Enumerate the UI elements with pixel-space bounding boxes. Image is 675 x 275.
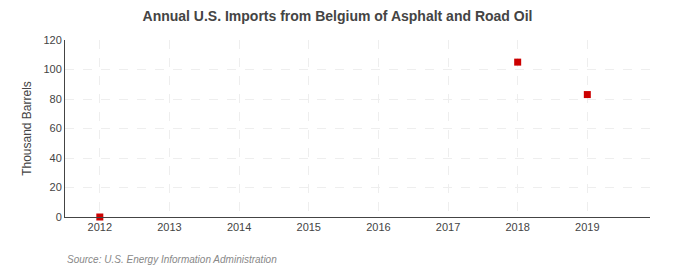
svg-text:60: 60 bbox=[50, 122, 62, 134]
svg-text:2019: 2019 bbox=[575, 221, 599, 233]
svg-text:2015: 2015 bbox=[297, 221, 321, 233]
svg-text:2018: 2018 bbox=[505, 221, 529, 233]
svg-text:2012: 2012 bbox=[88, 221, 112, 233]
svg-text:Source: U.S. Energy Informatio: Source: U.S. Energy Information Administ… bbox=[67, 254, 277, 265]
svg-text:Annual U.S. Imports from Belgi: Annual U.S. Imports from Belgium of Asph… bbox=[143, 8, 533, 24]
svg-text:100: 100 bbox=[43, 63, 61, 75]
svg-text:40: 40 bbox=[50, 152, 62, 164]
svg-text:2013: 2013 bbox=[157, 221, 181, 233]
svg-text:Thousand Barrels: Thousand Barrels bbox=[20, 81, 34, 176]
svg-text:2017: 2017 bbox=[436, 221, 460, 233]
svg-text:80: 80 bbox=[50, 93, 62, 105]
svg-text:2016: 2016 bbox=[366, 221, 390, 233]
svg-text:20: 20 bbox=[50, 181, 62, 193]
svg-text:120: 120 bbox=[43, 34, 61, 46]
svg-text:0: 0 bbox=[56, 211, 62, 223]
svg-text:2014: 2014 bbox=[227, 221, 251, 233]
